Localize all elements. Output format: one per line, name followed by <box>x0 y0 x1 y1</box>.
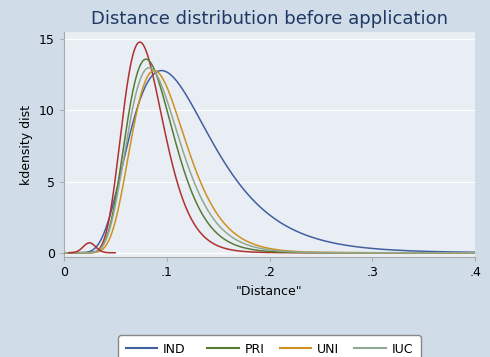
Legend: IND, COM, PRI, UNI, IUC: IND, COM, PRI, UNI, IUC <box>118 335 421 357</box>
Y-axis label: kdensity dist: kdensity dist <box>20 105 33 185</box>
Title: Distance distribution before application: Distance distribution before application <box>91 10 448 28</box>
X-axis label: "Distance": "Distance" <box>236 285 303 298</box>
